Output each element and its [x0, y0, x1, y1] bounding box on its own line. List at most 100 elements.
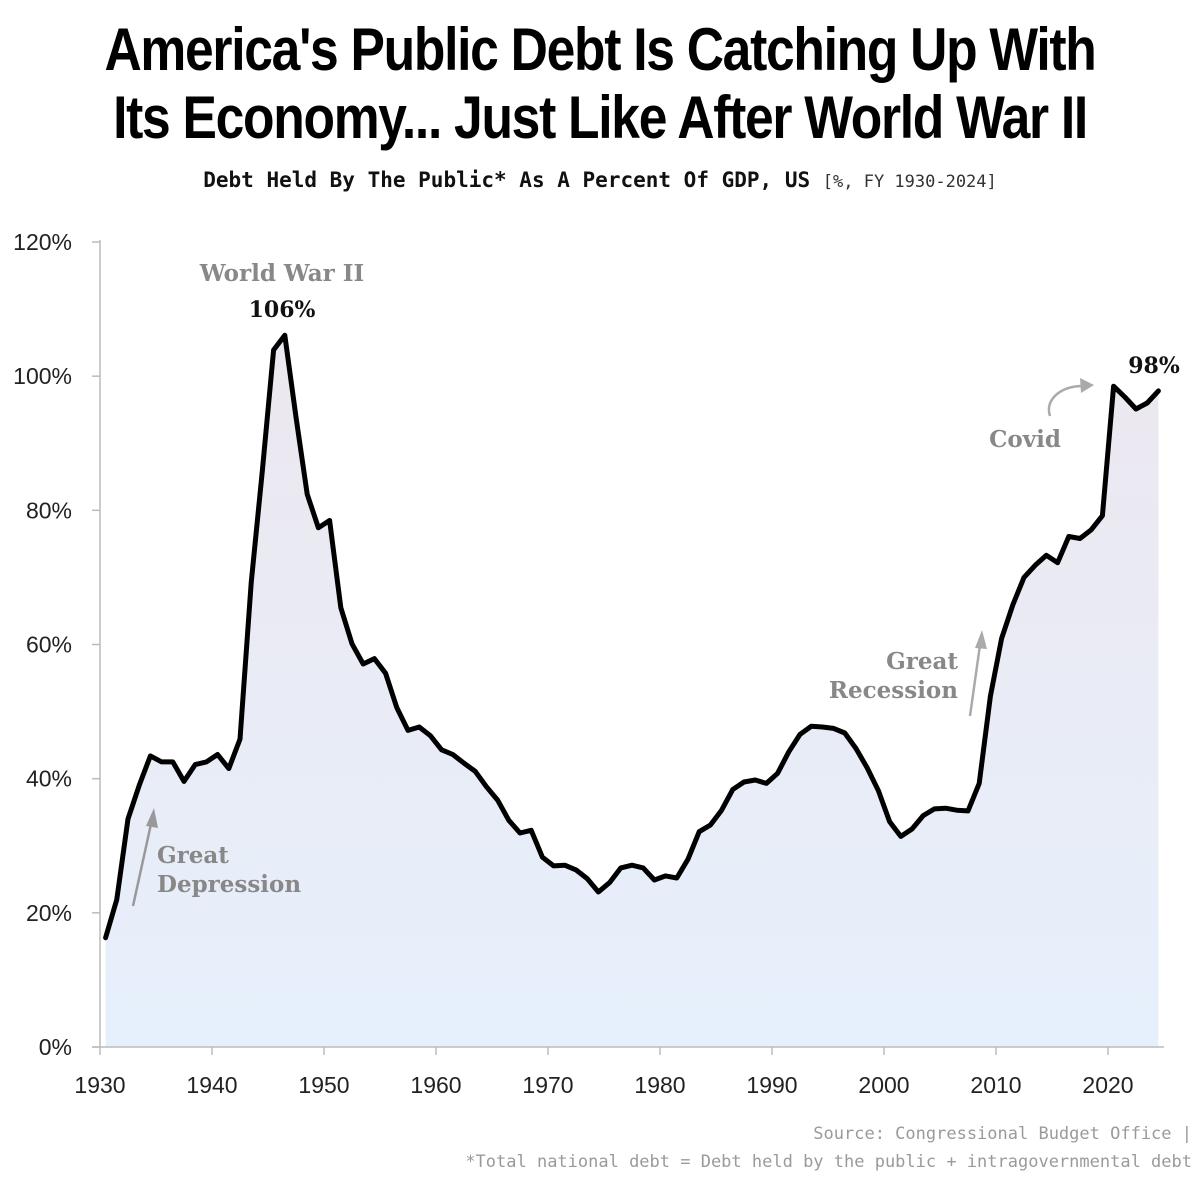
great-depression-arrow-icon	[131, 823, 153, 907]
data-point-1996	[843, 731, 847, 735]
data-point-1991	[787, 750, 791, 754]
annotation-great-depression-line-2: Depression	[157, 871, 301, 898]
data-point-1942	[238, 737, 242, 741]
x-axis-ticks: 1930 1940 1950 1960 1970 1980 1990 2000 2010 2020	[74, 1047, 1134, 1098]
data-point-1967	[518, 831, 522, 835]
data-point-1986	[731, 787, 735, 791]
data-point-1998	[865, 766, 869, 770]
data-point-1939	[204, 760, 208, 764]
data-point-1951	[339, 606, 343, 610]
data-point-2003	[921, 814, 925, 818]
data-point-1968	[529, 828, 533, 832]
data-point-1954	[372, 657, 376, 661]
data-point-2024	[1156, 389, 1160, 393]
data-point-1964	[484, 785, 488, 789]
data-points	[104, 333, 1160, 940]
data-point-1972	[574, 868, 578, 872]
y-tick-label: 120%	[13, 229, 72, 255]
y-tick-label: 80%	[26, 497, 72, 523]
data-point-1981	[675, 876, 679, 880]
covid-arrow-icon	[1047, 384, 1085, 417]
area-fill	[105, 335, 1159, 1047]
data-point-1934	[148, 754, 152, 758]
data-point-2002	[910, 827, 914, 831]
data-point-1940	[216, 753, 220, 757]
data-point-1943	[249, 581, 253, 585]
great-depression-arrowhead-icon	[146, 808, 158, 828]
annotation-great-recession-line-1: Great	[886, 648, 958, 675]
covid-arrowhead-icon	[1080, 378, 1094, 393]
data-point-2007	[966, 809, 970, 813]
data-point-1960	[440, 748, 444, 752]
y-tick-label: 0%	[39, 1034, 72, 1060]
data-point-1970	[552, 864, 556, 868]
data-point-2015	[1056, 561, 1060, 565]
y-tick-label: 60%	[26, 632, 72, 658]
chart-subtitle: Debt Held By The Public* As A Percent Of…	[0, 168, 1200, 192]
data-point-1965	[496, 798, 500, 802]
data-point-1966	[507, 818, 511, 822]
x-tick-label: 1990	[746, 1072, 797, 1098]
x-tick-label: 1980	[634, 1072, 685, 1098]
data-point-1946	[283, 333, 287, 337]
data-point-2004	[932, 807, 936, 811]
data-point-1944	[260, 468, 264, 472]
y-axis-ticks: 0% 20% 40% 60% 80% 100% 120%	[13, 229, 100, 1060]
data-point-1985	[720, 808, 724, 812]
data-point-1957	[406, 728, 410, 732]
data-point-1995	[832, 726, 836, 730]
annotation-great-recession-line-2: Recession	[829, 677, 958, 704]
data-point-2014	[1044, 553, 1048, 557]
data-point-2005	[944, 806, 948, 810]
data-point-1975	[608, 881, 612, 885]
data-point-1976	[619, 866, 623, 870]
data-point-1990	[776, 771, 780, 775]
data-point-2000	[888, 820, 892, 824]
x-tick-label: 2000	[858, 1072, 909, 1098]
data-point-1971	[563, 863, 567, 867]
data-point-2008	[977, 781, 981, 785]
data-point-1993	[809, 724, 813, 728]
data-point-2016	[1067, 534, 1071, 538]
data-point-1979	[652, 878, 656, 882]
data-point-1974	[596, 890, 600, 894]
x-tick-label: 2010	[970, 1072, 1021, 1098]
data-point-2011	[1011, 603, 1015, 607]
data-point-1935	[160, 760, 164, 764]
data-point-2023	[1145, 401, 1149, 405]
data-point-1983	[697, 830, 701, 834]
data-point-2006	[955, 808, 959, 812]
data-point-1932	[126, 817, 130, 821]
data-point-1950	[328, 518, 332, 522]
data-point-1984	[708, 823, 712, 827]
data-point-1961	[451, 753, 455, 757]
data-point-1982	[686, 857, 690, 861]
x-tick-label: 1970	[522, 1072, 573, 1098]
source-note: Source: Congressional Budget Office |	[813, 1124, 1192, 1144]
data-point-1969	[540, 855, 544, 859]
data-point-1992	[798, 732, 802, 736]
data-point-1994	[820, 725, 824, 729]
data-point-2001	[899, 834, 903, 838]
data-point-2021	[1123, 395, 1127, 399]
data-point-1947	[294, 415, 298, 419]
annotation-great-depression-line-1: Great	[157, 842, 229, 869]
y-tick-label: 100%	[13, 363, 72, 389]
data-point-1952	[350, 642, 354, 646]
data-point-2020	[1112, 384, 1116, 388]
data-point-2013	[1033, 563, 1037, 567]
data-point-1931	[115, 897, 119, 901]
data-point-1941	[227, 767, 231, 771]
chart-title: America's Public Debt Is Catching Up Wit…	[84, 16, 1116, 152]
chart-title-line-1: America's Public Debt Is Catching Up Wit…	[104, 16, 1096, 83]
x-tick-label: 1960	[410, 1072, 461, 1098]
annotation-ww2-peak: 106%	[249, 297, 316, 323]
data-point-2022	[1134, 407, 1138, 411]
x-tick-label: 2020	[1082, 1072, 1133, 1098]
data-point-2010	[1000, 636, 1004, 640]
chart-title-line-2: Its Economy... Just Like After World War…	[113, 84, 1088, 151]
data-point-1978	[641, 866, 645, 870]
data-point-1930	[104, 936, 108, 940]
data-point-1955	[384, 671, 388, 675]
